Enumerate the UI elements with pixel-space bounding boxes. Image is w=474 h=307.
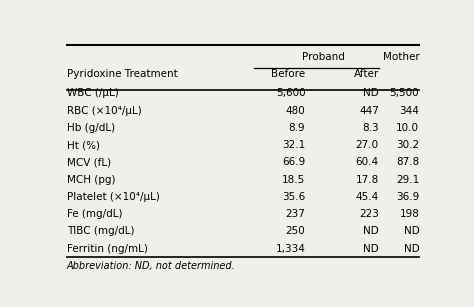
Text: 447: 447 <box>359 106 379 115</box>
Text: Fe (mg/dL): Fe (mg/dL) <box>66 209 122 219</box>
Text: Platelet (×10⁴/μL): Platelet (×10⁴/μL) <box>66 192 159 202</box>
Text: ND: ND <box>403 244 419 254</box>
Text: Proband: Proband <box>302 52 345 62</box>
Text: Hb (g/dL): Hb (g/dL) <box>66 123 115 133</box>
Text: Ferritin (ng/mL): Ferritin (ng/mL) <box>66 244 147 254</box>
Text: 29.1: 29.1 <box>396 175 419 185</box>
Text: 5,500: 5,500 <box>390 88 419 98</box>
Text: 8.9: 8.9 <box>289 123 305 133</box>
Text: ND: ND <box>403 226 419 236</box>
Text: 250: 250 <box>286 226 305 236</box>
Text: 8.3: 8.3 <box>362 123 379 133</box>
Text: 87.8: 87.8 <box>396 157 419 167</box>
Text: 66.9: 66.9 <box>282 157 305 167</box>
Text: 18.5: 18.5 <box>282 175 305 185</box>
Text: Before: Before <box>271 69 305 80</box>
Text: RBC (×10⁴/μL): RBC (×10⁴/μL) <box>66 106 141 115</box>
Text: 32.1: 32.1 <box>282 140 305 150</box>
Text: 344: 344 <box>400 106 419 115</box>
Text: MCH (pg): MCH (pg) <box>66 175 115 185</box>
Text: After: After <box>354 69 379 80</box>
Text: TIBC (mg/dL): TIBC (mg/dL) <box>66 226 134 236</box>
Text: 27.0: 27.0 <box>356 140 379 150</box>
Text: 480: 480 <box>286 106 305 115</box>
Text: 45.4: 45.4 <box>356 192 379 202</box>
Text: Pyridoxine Treatment: Pyridoxine Treatment <box>66 69 177 80</box>
Text: ND: ND <box>363 244 379 254</box>
Text: 35.6: 35.6 <box>282 192 305 202</box>
Text: ND: ND <box>363 226 379 236</box>
Text: 60.4: 60.4 <box>356 157 379 167</box>
Text: 36.9: 36.9 <box>396 192 419 202</box>
Text: 198: 198 <box>400 209 419 219</box>
Text: 17.8: 17.8 <box>356 175 379 185</box>
Text: WBC (/μL): WBC (/μL) <box>66 88 118 98</box>
Text: ND: ND <box>363 88 379 98</box>
Text: 223: 223 <box>359 209 379 219</box>
Text: 1,334: 1,334 <box>275 244 305 254</box>
Text: 5,600: 5,600 <box>276 88 305 98</box>
Text: 237: 237 <box>285 209 305 219</box>
Text: 30.2: 30.2 <box>396 140 419 150</box>
Text: Ht (%): Ht (%) <box>66 140 100 150</box>
Text: Abbreviation: ND, not determined.: Abbreviation: ND, not determined. <box>66 261 236 271</box>
Text: 10.0: 10.0 <box>396 123 419 133</box>
Text: MCV (fL): MCV (fL) <box>66 157 111 167</box>
Text: Mother: Mother <box>383 52 419 62</box>
